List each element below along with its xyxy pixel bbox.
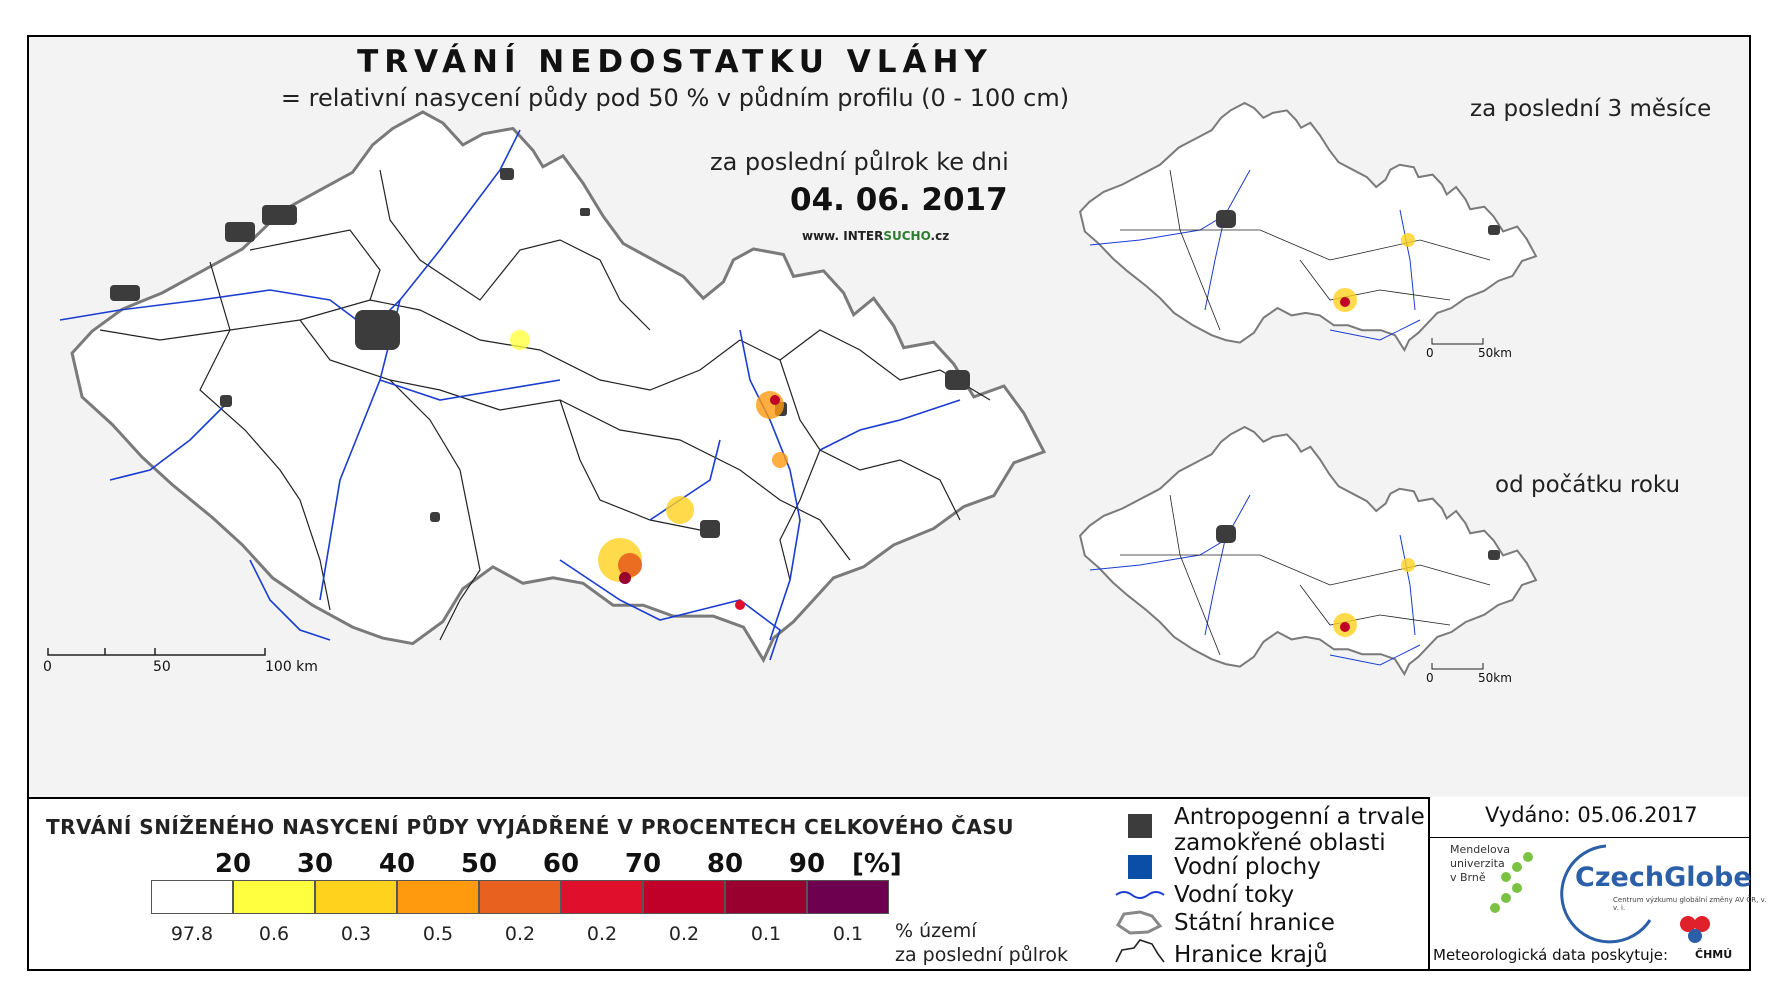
threshold-60: 60: [542, 849, 580, 879]
main-map: [48, 112, 1044, 660]
inset-ytd-scale-0: 0: [1426, 671, 1434, 685]
threshold-70: 70: [624, 849, 662, 879]
key-urban-line1: Antropogenní a trvale: [1174, 804, 1425, 830]
share-label-1: % území: [895, 920, 977, 942]
legend-share-0: 97.8: [170, 923, 214, 945]
czechglobe-subtitle: Centrum výzkumu globální změny AV ČR, v.…: [1613, 896, 1767, 912]
chmu-logo: ČHMÚ: [1695, 948, 1733, 961]
inset-3m: [1080, 103, 1536, 350]
scalebar-100: 100 km: [265, 659, 318, 675]
key-state-border: Státní hranice: [1174, 910, 1335, 936]
inset-ytd: [1080, 427, 1536, 674]
threshold-90: 90: [788, 849, 826, 879]
mendel-line-1: Mendelova: [1450, 843, 1511, 856]
region-borders: [99, 169, 991, 641]
urban-swatch: [1128, 814, 1152, 838]
threshold-unit: [%]: [852, 849, 902, 879]
inset-3m-scale-0: 0: [1426, 346, 1434, 360]
legend-title: TRVÁNÍ SNÍŽENÉHO NASYCENÍ PŮDY VYJÁDŘENÉ…: [46, 815, 1014, 839]
meteo-credit: Meteorologická data poskytuje:: [1433, 946, 1669, 964]
inset-3m-label: za poslední 3 měsíce: [1470, 96, 1712, 122]
water-swatch: [1128, 855, 1152, 879]
mendel-line-2: univerzita: [1450, 857, 1505, 870]
issued-date: Vydáno: 05.06.2017: [1485, 803, 1698, 827]
legend-share-5: 0.2: [586, 923, 618, 945]
threshold-30: 30: [296, 849, 334, 879]
threshold-80: 80: [706, 849, 744, 879]
legend-swatch-0: [151, 880, 233, 914]
legend-share-2: 0.3: [340, 923, 372, 945]
key-urban-line2: zamokřené oblasti: [1174, 830, 1386, 856]
key-region-border: Hranice krajů: [1174, 942, 1328, 968]
map-subtitle: = relativní nasycení půdy pod 50 % v půd…: [280, 84, 1070, 112]
url-suffix: .cz: [930, 229, 950, 243]
urban-areas: [110, 168, 970, 538]
url-prefix: www. INTER: [802, 229, 884, 243]
key-rivers: Vodní toky: [1174, 882, 1295, 908]
legend-swatch-7: [725, 880, 807, 914]
share-label-2: za poslední půlrok: [895, 944, 1069, 966]
period-label: za poslední půlrok ke dni: [710, 148, 1009, 176]
scalebar-main: [47, 648, 266, 656]
legend-share-1: 0.6: [258, 923, 290, 945]
legend-share-6: 0.2: [668, 923, 700, 945]
legend-swatch-4: [479, 880, 561, 914]
legend-swatch-3: [397, 880, 479, 914]
threshold-20: 20: [214, 849, 252, 879]
threshold-40: 40: [378, 849, 416, 879]
url-brand: SUCHO: [883, 229, 931, 243]
legend-swatch-2: [315, 880, 397, 914]
inset-3m-scale-50: 50km: [1478, 346, 1512, 360]
threshold-50: 50: [460, 849, 498, 879]
scalebar-0: 0: [43, 659, 52, 675]
legend-share-3: 0.5: [422, 923, 454, 945]
rivers: [59, 129, 961, 661]
date-label: 04. 06. 2017: [790, 182, 1008, 218]
inset-ytd-label: od počátku roku: [1495, 472, 1681, 498]
legend-swatch-8: [807, 880, 889, 914]
issued-separator: [1428, 837, 1749, 838]
czechglobe-logo: CzechGlobe: [1575, 862, 1752, 893]
legend-swatch-1: [233, 880, 315, 914]
mendel-logo: Mendelova univerzita v Brně: [1450, 843, 1510, 885]
map-title: TRVÁNÍ NEDOSTATKU VLÁHY: [357, 44, 993, 80]
legend-share-7: 0.1: [750, 923, 782, 945]
legend-swatch-5: [561, 880, 643, 914]
drought-hotspots: [510, 330, 788, 610]
key-water: Vodní plochy: [1174, 854, 1321, 880]
intersucho-url: www. INTERSUCHO.cz: [802, 229, 949, 243]
legend-swatch-6: [643, 880, 725, 914]
legend-share-4: 0.2: [504, 923, 536, 945]
scalebar-50: 50: [153, 659, 171, 675]
legend-share-8: 0.1: [832, 923, 864, 945]
mendel-line-3: v Brně: [1450, 871, 1486, 884]
inset-ytd-scale-50: 50km: [1478, 671, 1512, 685]
